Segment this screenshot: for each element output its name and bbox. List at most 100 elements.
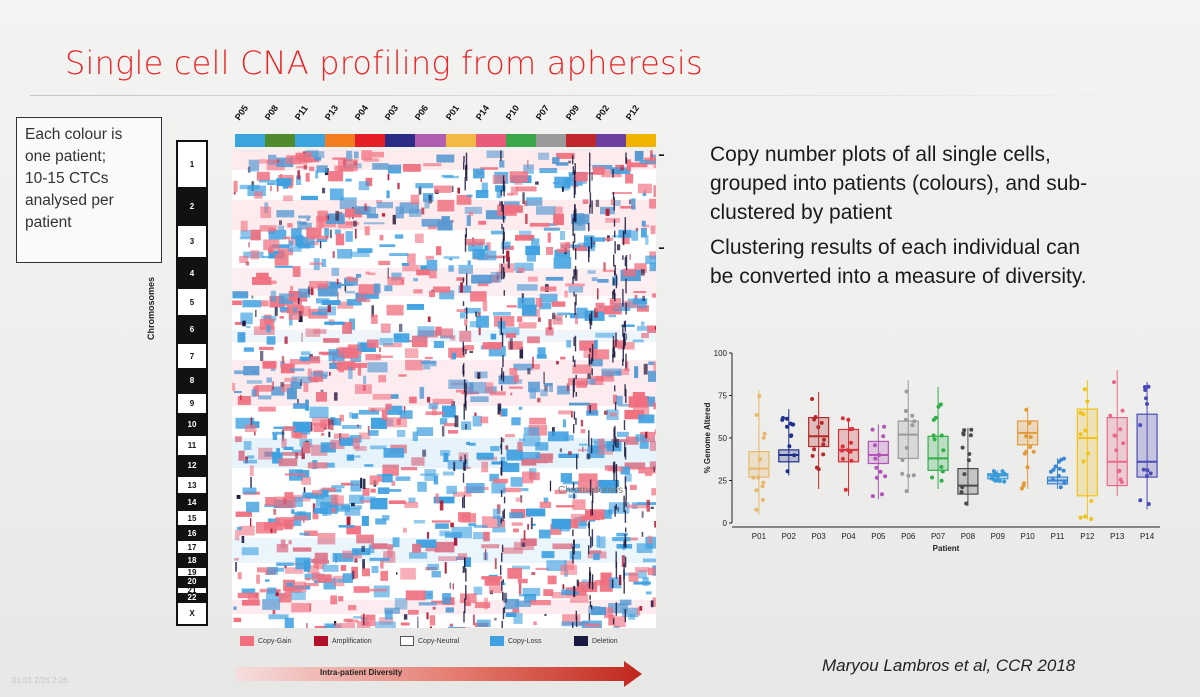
heatmap-cell — [518, 582, 522, 595]
data-point — [1002, 471, 1007, 476]
data-point — [849, 458, 854, 463]
heatmap-cell — [369, 475, 379, 485]
heatmap-cell — [372, 393, 392, 400]
heatmap-cell — [552, 312, 556, 320]
heatmap-cell — [405, 359, 423, 371]
heatmap-cell — [248, 242, 250, 248]
heatmap-cell — [574, 359, 576, 368]
heatmap-cell — [595, 332, 615, 338]
heatmap-cell — [638, 414, 655, 424]
heatmap-cell — [332, 418, 342, 426]
heatmap-cell — [602, 269, 616, 273]
heatmap-cell — [480, 178, 482, 182]
data-point — [812, 447, 817, 452]
heatmap-cell — [425, 411, 445, 415]
heatmap-cell — [317, 574, 332, 583]
heatmap-cell — [582, 199, 589, 204]
heatmap-cell — [632, 298, 648, 305]
chromosome-label: 19 — [177, 567, 207, 578]
heatmap-cell — [619, 599, 632, 606]
heatmap-cell — [645, 472, 653, 477]
heatmap-cell — [346, 276, 353, 281]
heatmap-cell — [383, 551, 396, 563]
heatmap-cell — [503, 487, 521, 493]
data-point — [1144, 396, 1148, 401]
heatmap-cell — [337, 292, 339, 302]
heatmap-cell — [309, 406, 329, 418]
heatmap-cell — [473, 524, 488, 528]
heatmap-cell — [576, 307, 588, 319]
heatmap-cell — [575, 392, 577, 397]
heatmap-cell — [589, 152, 591, 166]
heatmap-cell — [317, 210, 328, 222]
heatmap-cell — [466, 307, 468, 319]
heatmap-cell — [277, 225, 285, 231]
chromosome-label: 22 — [177, 593, 207, 602]
heatmap-cell — [467, 260, 471, 265]
heatmap-cell — [502, 238, 504, 254]
copy-number-heatmap — [232, 150, 656, 628]
data-point — [911, 473, 916, 478]
heatmap-cell — [265, 592, 285, 600]
heatmap-cell — [536, 354, 547, 359]
heatmap-cell — [569, 519, 579, 529]
heatmap-cell — [492, 508, 500, 519]
heatmap-cell — [376, 202, 393, 209]
heatmap-cell — [473, 532, 489, 540]
heatmap-cell — [268, 280, 277, 285]
heatmap-cell — [523, 427, 540, 436]
heatmap-cell — [523, 530, 526, 541]
heatmap-cell — [491, 461, 508, 465]
heatmap-cell — [288, 291, 302, 301]
heatmap-cell — [366, 213, 379, 219]
heatmap-cell — [285, 473, 306, 476]
heatmap-cell — [502, 510, 504, 522]
patient-color-segment — [505, 134, 537, 147]
data-point — [962, 428, 967, 433]
heatmap-cell — [325, 462, 335, 468]
heatmap-band — [232, 360, 656, 406]
heatmap-cell — [517, 441, 523, 452]
heatmap-cell — [356, 274, 362, 278]
heatmap-cell — [604, 607, 613, 619]
slide-title: Single cell CNA profiling from apheresis — [65, 44, 703, 82]
heatmap-cell — [431, 406, 437, 416]
heatmap-cell — [503, 508, 505, 519]
heatmap-cell — [465, 349, 467, 355]
heatmap-cell — [503, 290, 505, 296]
data-point — [1002, 479, 1007, 484]
heatmap-cell — [569, 402, 590, 406]
heatmap-cell — [234, 391, 242, 394]
heatmap-cell — [405, 590, 426, 601]
heatmap-cell — [575, 374, 577, 379]
data-point — [761, 435, 766, 440]
citation: Maryou Lambros et al, CCR 2018 — [822, 656, 1076, 675]
heatmap-cell — [538, 152, 550, 160]
data-point — [785, 416, 789, 421]
heatmap-cell — [501, 367, 503, 377]
heatmap-cell — [624, 510, 627, 523]
data-point — [1062, 456, 1066, 461]
heatmap-cell — [616, 439, 619, 448]
heatmap-cell — [463, 403, 465, 420]
heatmap-cell — [456, 194, 472, 205]
box-P13 — [1106, 370, 1128, 496]
heatmap-cell — [318, 306, 337, 316]
heatmap-cell — [265, 497, 277, 506]
heatmap-cell — [269, 295, 285, 308]
heatmap-cell — [506, 250, 510, 262]
heatmap-cell — [482, 342, 502, 350]
heatmap-cell — [354, 446, 367, 451]
heatmap-cell — [377, 476, 385, 482]
heatmap-cell — [350, 251, 370, 258]
heatmap-cell — [436, 602, 445, 605]
heatmap-cell — [419, 386, 425, 399]
heatmap-cell — [585, 623, 601, 627]
heatmap-cell — [425, 255, 434, 260]
heatmap-cell — [515, 186, 537, 192]
patient-label: P13 — [323, 103, 341, 122]
heatmap-cell — [521, 488, 529, 492]
chromosome-label: 3 — [177, 225, 207, 258]
heatmap-cell — [484, 579, 501, 586]
heatmap-cell — [233, 617, 242, 623]
